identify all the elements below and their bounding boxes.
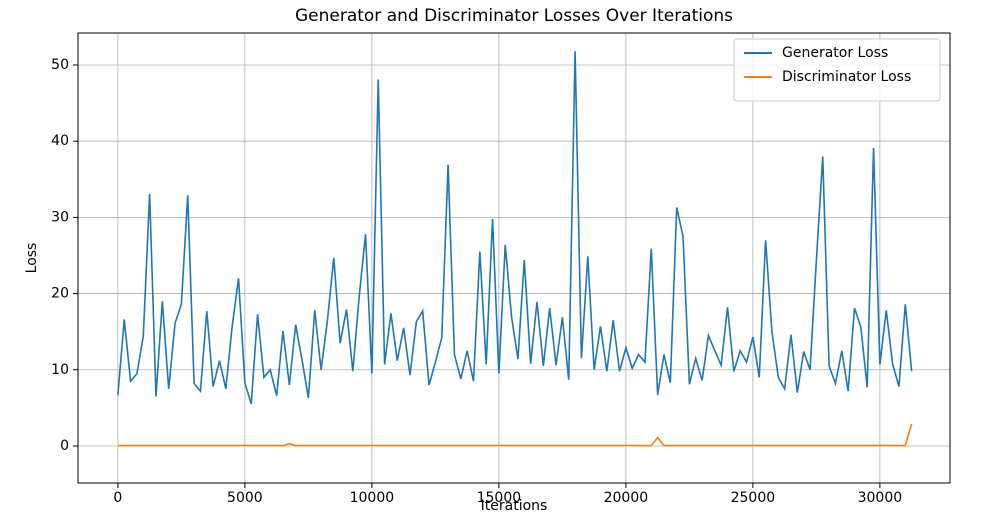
y-tick-label: 10 xyxy=(51,362,69,378)
plot-frame xyxy=(77,32,951,484)
x-tick-label: 5000 xyxy=(227,490,263,506)
y-tick-label: 30 xyxy=(51,209,69,225)
series-line xyxy=(117,51,913,405)
x-axis-label: Iterations xyxy=(481,498,548,514)
y-tick-label: 40 xyxy=(51,133,69,149)
legend-label: Discriminator Loss xyxy=(782,69,911,85)
chart-title: Generator and Discriminator Losses Over … xyxy=(295,6,733,26)
x-tick-label: 30000 xyxy=(858,490,903,506)
x-tick-label: 0 xyxy=(113,490,122,506)
y-tick-label: 0 xyxy=(60,438,69,454)
y-tick-label: 20 xyxy=(51,286,69,302)
legend-label: Generator Loss xyxy=(782,45,888,61)
series-line xyxy=(117,423,913,447)
y-tick-label: 50 xyxy=(51,57,69,73)
x-tick-label: 25000 xyxy=(731,490,776,506)
x-tick-label: 15000 xyxy=(477,490,522,506)
x-tick-label: 10000 xyxy=(350,490,395,506)
y-axis-label: Loss xyxy=(24,243,40,274)
legend-box xyxy=(733,38,941,102)
x-tick-label: 20000 xyxy=(604,490,649,506)
